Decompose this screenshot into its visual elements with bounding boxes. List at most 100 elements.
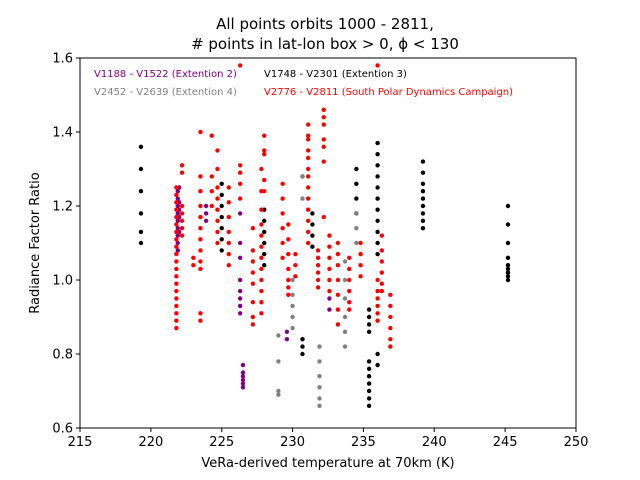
data-point: [198, 226, 203, 231]
data-point: [286, 266, 291, 272]
data-point: [505, 263, 511, 268]
data-point: [347, 266, 352, 272]
data-point: [305, 155, 311, 161]
data-point: [310, 222, 315, 227]
data-point: [310, 233, 315, 238]
x-tick-label: 220: [138, 435, 163, 450]
y-tick-label: 0.6: [52, 422, 73, 437]
data-point: [198, 259, 203, 264]
data-point: [358, 251, 363, 257]
data-point: [315, 285, 321, 290]
data-point: [175, 240, 180, 246]
data-point: [237, 163, 243, 168]
data-point: [191, 263, 196, 268]
data-point: [335, 277, 341, 283]
legend-entry-2: V1748 - V2301 (Extention 3): [264, 69, 407, 80]
chart-title-line-2: # points in lat-lon box > 0, ϕ < 130: [191, 35, 459, 53]
series-2-points: [138, 140, 511, 408]
data-point: [237, 288, 243, 294]
data-point: [203, 203, 209, 209]
data-point: [420, 196, 426, 201]
data-point: [198, 214, 203, 220]
y-tick-label: 1.2: [52, 200, 73, 215]
data-point: [209, 133, 214, 138]
data-point: [174, 251, 179, 257]
data-point: [262, 133, 267, 138]
data-point: [215, 166, 220, 172]
data-point: [174, 207, 179, 212]
data-point: [379, 233, 385, 238]
data-point: [175, 203, 180, 209]
data-point: [175, 233, 180, 238]
data-point: [505, 203, 511, 209]
data-point: [286, 237, 291, 242]
data-point: [342, 329, 348, 334]
y-tick-label: 1.0: [52, 274, 73, 289]
data-point: [284, 337, 290, 342]
data-point: [215, 240, 220, 246]
data-point: [284, 329, 290, 334]
data-point: [335, 240, 341, 246]
data-point: [327, 296, 332, 301]
data-point: [237, 311, 243, 316]
data-point: [237, 170, 243, 175]
data-point: [321, 144, 326, 149]
data-point: [505, 277, 511, 283]
data-point: [259, 288, 264, 294]
data-point: [209, 203, 214, 209]
data-point: [366, 366, 372, 371]
data-point: [327, 288, 332, 294]
data-point: [310, 211, 315, 216]
y-tick-label: 1.4: [52, 126, 73, 141]
data-point: [198, 318, 203, 323]
data-point: [505, 266, 511, 272]
data-point: [375, 303, 380, 309]
data-point: [226, 229, 231, 235]
data-point: [327, 233, 332, 238]
data-point: [237, 255, 243, 260]
data-point: [262, 152, 267, 157]
data-point: [420, 189, 426, 194]
data-point: [250, 281, 256, 286]
data-point: [366, 329, 372, 334]
data-point: [375, 240, 380, 246]
data-point: [276, 388, 281, 394]
data-point: [203, 211, 209, 216]
data-point: [305, 148, 311, 153]
data-point: [215, 229, 220, 235]
data-point: [215, 148, 220, 153]
data-point: [347, 300, 352, 305]
data-point: [138, 229, 144, 235]
y-axis-label: Radiance Factor Ratio: [28, 172, 43, 313]
plot-area: [138, 63, 511, 408]
data-point: [226, 200, 231, 205]
data-point: [379, 288, 385, 294]
data-point: [198, 203, 203, 209]
data-point: [327, 307, 332, 312]
data-point: [179, 170, 185, 175]
data-point: [420, 181, 426, 186]
x-axis-label: VeRa-derived temperature at 70km (K): [201, 456, 454, 471]
data-point: [317, 385, 322, 390]
data-point: [358, 240, 363, 246]
data-point: [305, 207, 311, 212]
data-point: [262, 240, 267, 246]
data-point: [335, 322, 341, 327]
data-point: [321, 115, 326, 120]
data-point: [179, 203, 185, 209]
data-point: [280, 196, 285, 201]
data-point: [290, 325, 295, 331]
data-point: [237, 303, 243, 309]
data-point: [203, 218, 209, 223]
y-tick-label: 0.8: [52, 348, 73, 363]
data-point: [375, 185, 380, 190]
data-point: [174, 259, 179, 264]
data-point: [305, 229, 311, 235]
data-point: [366, 381, 372, 386]
data-point: [290, 314, 295, 320]
data-point: [315, 263, 321, 268]
data-point: [300, 344, 305, 349]
data-point: [315, 248, 321, 253]
data-point: [174, 192, 179, 198]
data-point: [174, 311, 179, 316]
